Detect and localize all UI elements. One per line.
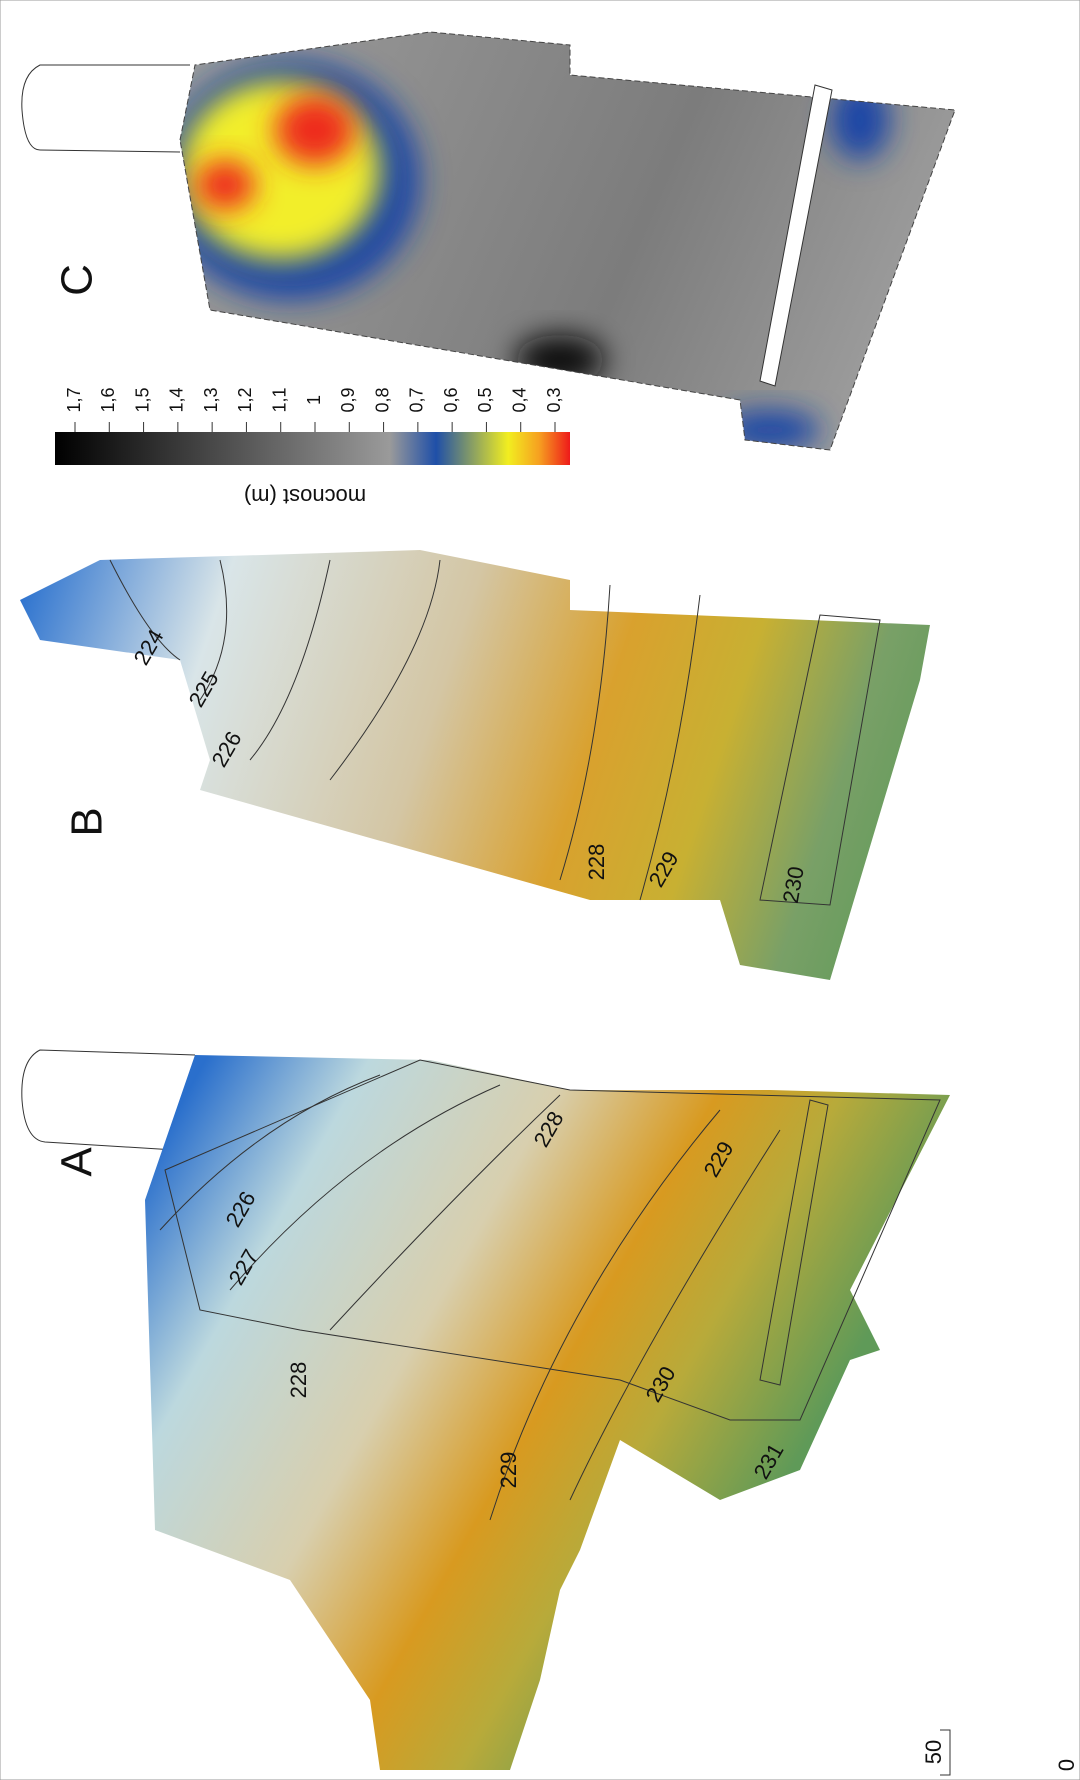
legend-tick-label: 1,3 xyxy=(201,387,221,412)
legend-tick-label: 1,4 xyxy=(167,387,187,412)
legend-tick-label: 0,7 xyxy=(407,387,427,412)
legend-tick-label: 0,9 xyxy=(338,387,358,412)
panel-label: A xyxy=(53,1147,102,1177)
legend-tick-label: 0,3 xyxy=(544,387,564,412)
legend-tick-label: 1,2 xyxy=(235,387,255,412)
scale-label: 0 xyxy=(1054,1759,1079,1771)
legend-tick-label: 1,7 xyxy=(64,387,84,412)
panel-label: B xyxy=(63,807,112,836)
contour-label: 228 xyxy=(286,1362,311,1399)
legend-tick-label: 0,4 xyxy=(509,387,529,412)
panel-label: C xyxy=(53,264,102,296)
legend-tick-label: 0,8 xyxy=(372,387,392,412)
legend-tick-label: 0,5 xyxy=(475,387,495,412)
contour-label: 229 xyxy=(496,1452,521,1489)
legend-tick-label: 1,6 xyxy=(98,387,118,412)
legend-tick-label: 0,6 xyxy=(441,387,461,412)
scale-label: 50 xyxy=(921,1740,946,1764)
colorbar xyxy=(55,432,570,465)
legend-tick-label: 1,1 xyxy=(269,387,289,412)
contour-label: 228 xyxy=(584,844,609,881)
figure: C 1,7 1,6 1,5 1,4 1,3 1,2 1,1 1 0,9 0,8 0,7 0,6 0,5 0… xyxy=(0,0,1080,1780)
legend-title: mocnost (m) xyxy=(244,484,366,509)
legend-tick-label: 1 xyxy=(304,395,324,405)
legend-tick-label: 1,5 xyxy=(132,387,152,412)
